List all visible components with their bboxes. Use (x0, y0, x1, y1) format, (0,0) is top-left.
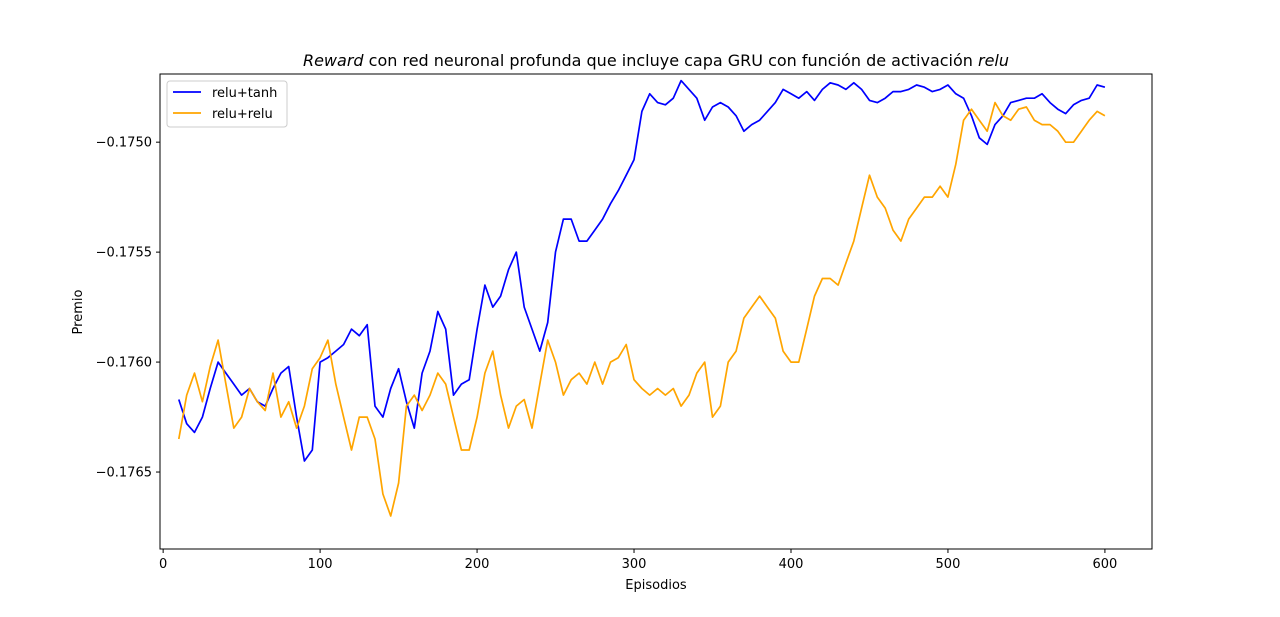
x-tick-label: 0 (159, 557, 167, 572)
series-line-relu-relu (177, 101, 1106, 517)
title-part-3: relu (978, 51, 1009, 70)
y-tick-label: −0.1750 (96, 136, 152, 151)
x-tick-label: 200 (465, 557, 490, 572)
y-axis-label: Premio (71, 290, 86, 335)
legend: relu+tanh relu+relu (166, 80, 288, 128)
x-tick-label: 400 (779, 557, 804, 572)
legend-label-relu-relu: relu+relu (212, 107, 273, 122)
x-tick-label: 100 (308, 557, 333, 572)
x-tick-label: 300 (622, 557, 647, 572)
x-axis: 0 100 200 300 400 500 600 (159, 549, 1117, 572)
x-axis-label: Episodios (625, 578, 687, 593)
series-layer (177, 79, 1106, 517)
y-axis: −0.1765 −0.1760 −0.1755 −0.1750 (96, 136, 160, 481)
y-tick-label: −0.1755 (96, 246, 152, 261)
plot-area-frame (159, 73, 1153, 550)
legend-label-relu-tanh: relu+tanh (212, 86, 277, 101)
y-tick-label: −0.1765 (96, 466, 152, 481)
title-part-1: Reward (303, 51, 364, 70)
title-part-2: con red neuronal profunda que incluye ca… (364, 51, 978, 70)
x-tick-label: 500 (936, 557, 961, 572)
x-tick-label: 600 (1092, 557, 1117, 572)
chart-title: Reward con red neuronal profunda que inc… (303, 51, 1009, 70)
series-line-relu-tanh (177, 79, 1106, 462)
y-tick-label: −0.1760 (96, 356, 152, 371)
